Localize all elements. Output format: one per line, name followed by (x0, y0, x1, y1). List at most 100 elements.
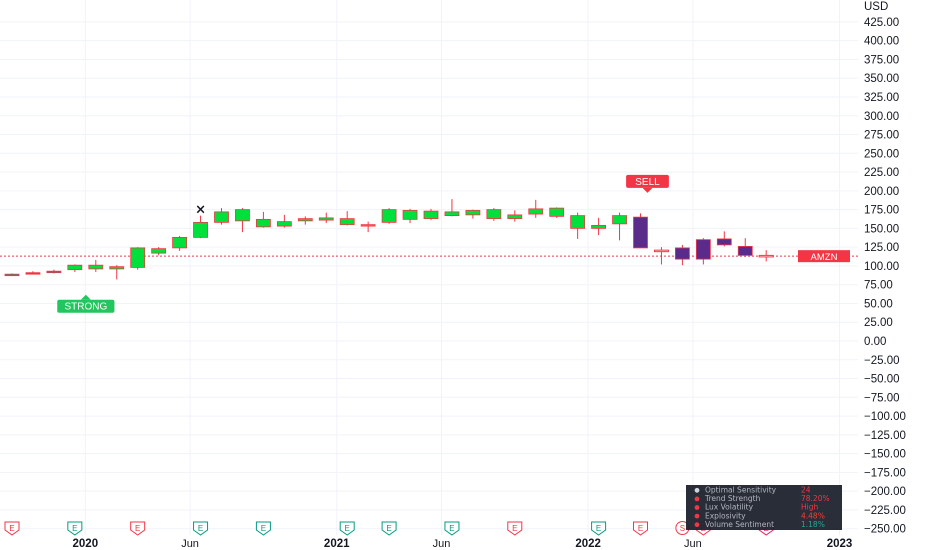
candle[interactable] (570, 212, 586, 239)
candle[interactable] (151, 247, 167, 256)
candle-body (297, 218, 313, 222)
candle-body (339, 218, 355, 226)
candle[interactable] (381, 208, 397, 224)
candle[interactable] (653, 247, 669, 265)
panel-row-label: Trend Strength (704, 494, 761, 503)
event-marker[interactable]: E (444, 521, 460, 536)
y-tick-label: 25.00 (864, 317, 893, 329)
y-tick-label: 375.00 (864, 54, 899, 66)
candle[interactable] (402, 208, 418, 224)
candle[interactable] (360, 221, 376, 233)
candle-body (591, 224, 606, 229)
price-axis[interactable] (858, 0, 932, 550)
candle[interactable] (716, 231, 732, 247)
signal-box (626, 174, 669, 188)
event-marker[interactable]: E (130, 521, 146, 536)
candle[interactable] (612, 212, 627, 241)
candle[interactable] (46, 269, 62, 274)
event-marker-text: E (386, 524, 391, 533)
candle[interactable] (486, 208, 502, 221)
event-marker-shape (193, 521, 209, 536)
time-axis[interactable] (0, 536, 932, 550)
y-tick-label: −100.00 (864, 411, 906, 423)
x-tick-label: 2022 (575, 538, 601, 550)
candle[interactable] (235, 208, 250, 233)
candle[interactable] (675, 244, 690, 266)
event-marker[interactable]: E (591, 521, 607, 536)
y-tick-label: 125.00 (864, 242, 899, 254)
signal-pointer (642, 187, 653, 193)
candle[interactable] (633, 213, 648, 249)
volume-icon (694, 522, 700, 528)
y-tick-label: −250.00 (864, 524, 906, 536)
panel-row-value: High (801, 503, 818, 512)
candle[interactable] (109, 265, 125, 280)
candle-body (276, 221, 292, 227)
candle-body (67, 264, 83, 271)
candle[interactable] (25, 271, 41, 275)
candle-body (507, 214, 523, 220)
candle[interactable] (130, 247, 146, 270)
candle-body (423, 210, 439, 220)
event-marker[interactable]: E (193, 521, 209, 536)
candle[interactable] (507, 210, 523, 222)
candle[interactable] (67, 264, 83, 272)
explosivity-icon (694, 513, 700, 519)
y-tick-label: −50.00 (864, 374, 900, 386)
candle[interactable] (172, 235, 188, 251)
candle[interactable] (276, 214, 292, 228)
candle[interactable] (4, 273, 20, 277)
panel-row-value: 78.20% (801, 494, 830, 503)
candle[interactable] (255, 211, 271, 228)
candle[interactable] (528, 199, 544, 218)
event-marker[interactable]: E (67, 521, 83, 536)
candle[interactable] (214, 208, 229, 225)
event-marker-text: E (449, 524, 454, 533)
candle[interactable] (339, 211, 355, 226)
candle[interactable] (193, 215, 208, 239)
y-tick-label: 75.00 (864, 280, 893, 292)
panel-row-label: Volume Sentiment (705, 520, 774, 529)
signal-text: SELL (635, 177, 660, 188)
candle[interactable] (444, 199, 460, 217)
candle-body (758, 254, 774, 258)
candle-body (633, 216, 648, 249)
candle[interactable] (423, 208, 439, 221)
event-marker[interactable]: E (4, 521, 20, 536)
event-marker[interactable]: E (255, 521, 271, 536)
candle-body (88, 264, 104, 270)
event-marker[interactable]: E (339, 521, 355, 536)
candle[interactable] (318, 212, 334, 224)
event-marker-shape (444, 521, 460, 536)
event-marker-shape (507, 521, 523, 536)
candle[interactable] (88, 259, 104, 272)
candle-body (402, 209, 418, 220)
grid (0, 0, 858, 535)
panel-row-value: 1.18% (801, 520, 825, 529)
candle[interactable] (549, 207, 565, 218)
candle[interactable] (758, 250, 774, 262)
candle-body (109, 266, 125, 270)
y-tick-label: −200.00 (864, 486, 906, 498)
candle[interactable] (297, 216, 313, 225)
event-marker[interactable]: E (633, 521, 648, 536)
candle-body (695, 239, 711, 260)
candle[interactable] (695, 238, 711, 265)
event-marker-shape (130, 521, 146, 536)
candle-body (4, 273, 20, 277)
currency-label: USD (864, 1, 888, 13)
y-tick-label: −125.00 (864, 430, 906, 442)
event-marker[interactable]: E (507, 521, 523, 536)
candle-body (612, 215, 627, 225)
panel-row-label: Explosivity (705, 511, 746, 520)
candle[interactable] (591, 217, 606, 236)
candle[interactable] (465, 209, 481, 219)
event-marker-text: E (596, 524, 601, 533)
y-tick-label: 150.00 (864, 223, 899, 235)
event-marker[interactable]: E (381, 521, 397, 536)
y-tick-label: 175.00 (864, 205, 899, 217)
candle[interactable] (737, 238, 753, 257)
x-tick-label: 2020 (73, 538, 99, 550)
